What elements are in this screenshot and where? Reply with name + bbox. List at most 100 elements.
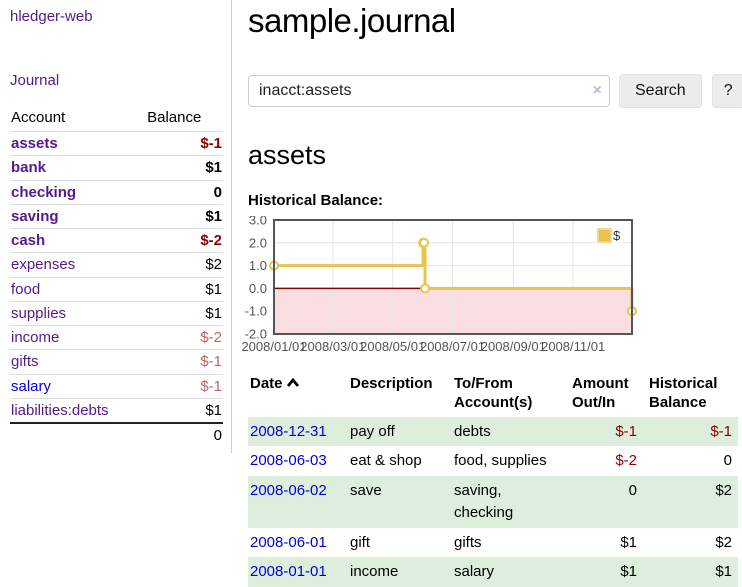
help-button[interactable]: ? — [711, 74, 742, 108]
svg-text:2008/01/01: 2008/01/01 — [241, 339, 306, 354]
table-row: 2008-12-31 pay off debts $-1 $-1 — [248, 416, 738, 447]
table-row: 2008-06-02 save saving, checking 0 $2 — [248, 476, 738, 528]
table-row: 2008-06-03 eat & shop food, supplies $-2 0 — [248, 446, 738, 476]
brand-link[interactable]: hledger-web — [10, 8, 93, 25]
account-row: cash $-2 — [10, 227, 223, 253]
account-link[interactable]: income — [11, 329, 60, 346]
account-row: saving $1 — [10, 203, 223, 229]
account-link[interactable]: cash — [11, 232, 46, 249]
account-balance: $-2 — [146, 324, 223, 350]
account-link[interactable]: food — [11, 280, 41, 298]
account-balance: $1 — [146, 276, 223, 302]
transaction-description: income — [344, 557, 448, 587]
svg-text:$: $ — [613, 228, 621, 243]
account-row: expenses $2 — [10, 252, 223, 277]
transaction-amount: 0 — [566, 476, 643, 528]
accounts-total-value: 0 — [146, 421, 223, 448]
account-balance: $1 — [146, 155, 223, 180]
svg-text:-2.0: -2.0 — [245, 327, 267, 342]
search-button[interactable]: Search — [619, 74, 702, 108]
svg-text:2.0: 2.0 — [249, 235, 267, 250]
svg-text:0.0: 0.0 — [249, 281, 267, 296]
transaction-accounts: food, supplies — [454, 452, 547, 470]
account-row: assets $-1 — [10, 130, 223, 156]
transaction-accounts: saving, checking — [448, 476, 566, 528]
transaction-description: save — [344, 476, 448, 528]
accounts-total-spacer — [10, 421, 147, 448]
transaction-date-link[interactable]: 2008-01-01 — [250, 563, 327, 581]
chart-title: Historical Balance: — [248, 192, 384, 209]
sidebar: hledger-web Journal Account Balance asse… — [0, 0, 232, 454]
transaction-accounts: gifts — [454, 533, 482, 551]
account-row: income $-2 — [10, 324, 223, 350]
svg-text:1.0: 1.0 — [249, 258, 267, 273]
transaction-amount: $1 — [620, 533, 637, 551]
register-header-row: Date Description To/From Account(s) Amou… — [248, 371, 738, 417]
account-heading: assets — [248, 140, 327, 170]
accounts-header-balance: Balance — [147, 109, 202, 126]
clear-search-icon[interactable]: × — [592, 82, 602, 99]
sort-ascending-icon — [286, 378, 299, 387]
table-row: 2008-01-01 income salary $1 $1 — [248, 557, 738, 587]
account-link[interactable]: saving — [11, 207, 59, 225]
register-header-amount: Amount Out/In — [572, 375, 629, 411]
sidebar-item-journal[interactable]: Journal — [10, 72, 60, 89]
transaction-amount: $1 — [566, 557, 643, 587]
transaction-date-link[interactable]: 2008-06-02 — [250, 482, 327, 499]
account-row: bank $1 — [10, 155, 223, 180]
register-header-date[interactable]: Date — [248, 371, 344, 417]
svg-text:3.0: 3.0 — [249, 216, 267, 228]
register-table: Date Description To/From Account(s) Amou… — [248, 371, 738, 587]
transaction-balance: $-1 — [643, 416, 738, 447]
accounts-header-row: Account Balance — [10, 106, 223, 132]
svg-text:2008/05/01: 2008/05/01 — [360, 339, 425, 354]
account-row: supplies $1 — [10, 300, 223, 326]
accounts-total-row: 0 — [10, 421, 223, 448]
account-row: checking 0 — [10, 179, 223, 205]
account-link[interactable]: salary — [11, 377, 52, 395]
transaction-balance: $2 — [715, 533, 732, 551]
account-balance: $-2 — [146, 227, 223, 253]
account-link[interactable]: gifts — [11, 353, 39, 371]
transaction-balance: 0 — [723, 452, 732, 470]
account-row: food $1 — [10, 276, 223, 302]
search-input[interactable] — [248, 75, 610, 107]
historical-balance-chart[interactable]: $3.0 2.0 1.0 0.0 -1.0 -2.02008/01/012008/03/0… — [238, 216, 640, 357]
page-title: sample.journal — [248, 2, 456, 39]
search-form: × Search ? — [248, 74, 742, 108]
account-link[interactable]: supplies — [11, 304, 67, 322]
register-header-date-label: Date — [250, 375, 283, 392]
transaction-amount: $-1 — [566, 416, 643, 447]
transaction-date-link[interactable]: 2008-06-03 — [250, 452, 327, 470]
search-box: × — [248, 75, 610, 107]
account-balance: $-1 — [146, 373, 223, 399]
register-header-accounts: To/From Account(s) — [454, 375, 533, 411]
transaction-description: pay off — [344, 416, 448, 447]
transaction-description: eat & shop — [350, 452, 422, 470]
svg-text:2008/07/01: 2008/07/01 — [420, 339, 485, 354]
account-balance: $2 — [146, 252, 223, 277]
account-balance: $1 — [146, 300, 223, 326]
account-balance: $1 — [146, 203, 223, 229]
svg-text:2008/03/01: 2008/03/01 — [300, 339, 365, 354]
accounts-header-account: Account — [11, 109, 66, 126]
transaction-accounts: salary — [448, 557, 566, 587]
account-link[interactable]: assets — [11, 135, 58, 152]
table-row: 2008-06-01 gift gifts $1 $2 — [248, 528, 738, 558]
account-row: liabilities:debts $1 — [10, 397, 223, 423]
account-balance: $1 — [146, 397, 223, 423]
register-header-description: Description — [350, 375, 433, 392]
account-link[interactable]: bank — [11, 159, 47, 177]
svg-text:2008/11/01: 2008/11/01 — [541, 339, 605, 354]
transaction-amount: $-2 — [615, 452, 637, 470]
transaction-balance: $2 — [643, 476, 738, 528]
account-link[interactable]: liabilities:debts — [11, 401, 109, 419]
svg-text:-1.0: -1.0 — [245, 304, 267, 319]
transaction-accounts: debts — [448, 416, 566, 447]
transaction-date-link[interactable]: 2008-12-31 — [250, 422, 327, 440]
account-link[interactable]: checking — [11, 183, 77, 201]
account-link[interactable]: expenses — [11, 256, 76, 274]
transaction-date-link[interactable]: 2008-06-01 — [250, 533, 327, 551]
svg-text:2008/09/01: 2008/09/01 — [481, 339, 546, 354]
transaction-description: gift — [350, 533, 371, 551]
